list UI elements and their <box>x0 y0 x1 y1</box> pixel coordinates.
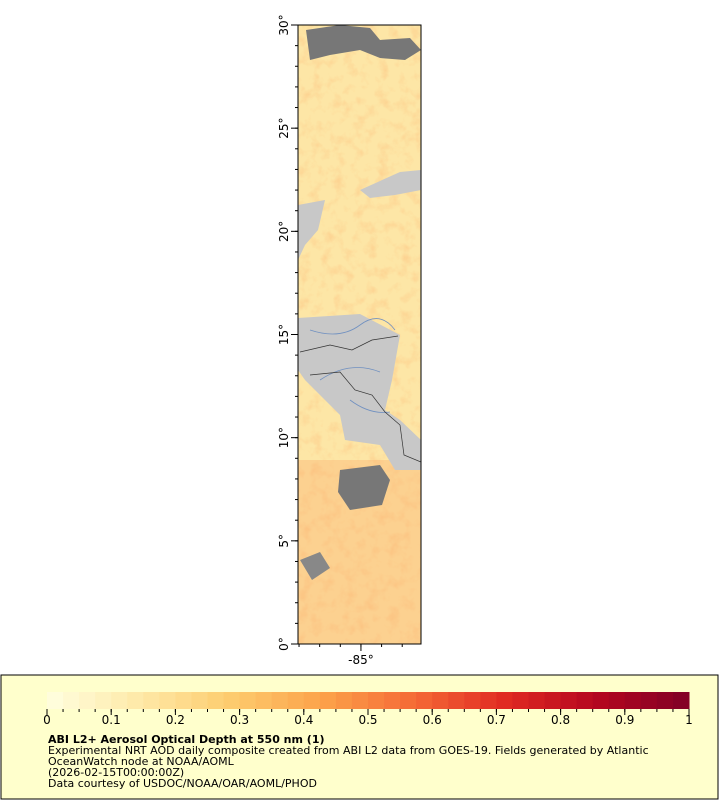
colorbar-cell <box>608 692 626 709</box>
colorbar-cell <box>303 692 321 709</box>
colorbar-cell <box>223 692 241 709</box>
colorbar-tick-label: 0.4 <box>294 713 313 727</box>
colorbar-tick-label: 0.5 <box>358 713 377 727</box>
colorbar-cell <box>351 692 369 709</box>
colorbar-cell <box>159 692 176 709</box>
colorbar-cell <box>432 692 449 709</box>
colorbar-cell <box>127 692 144 709</box>
colorbar-tick-label: 0.3 <box>230 713 249 727</box>
colorbar-cell <box>143 692 160 709</box>
colorbar-cell <box>47 692 64 709</box>
legend-line: OceanWatch node at NOAA/AOML <box>48 755 235 768</box>
colorbar-cell <box>111 692 128 709</box>
legend-line: (2026-02-15T00:00:00Z) <box>48 766 184 779</box>
colorbar-cell <box>480 692 497 709</box>
colorbar-cell <box>448 692 465 709</box>
colorbar-cell <box>496 692 513 709</box>
colorbar-cell <box>544 692 562 709</box>
colorbar-tick-label: 0.1 <box>102 713 121 727</box>
colorbar-cell <box>656 692 674 709</box>
colorbar-cell <box>640 692 658 709</box>
colorbar-cell <box>560 692 578 709</box>
colorbar-cell <box>239 692 257 709</box>
colorbar-cell <box>95 692 112 709</box>
colorbar-tick-label: 0.6 <box>423 713 442 727</box>
colorbar-cell <box>335 692 353 709</box>
y-tick-label: 0° <box>277 637 291 651</box>
legend-line: Experimental NRT AOD daily composite cre… <box>48 744 649 757</box>
colorbar-cell <box>400 692 417 709</box>
colorbar-cell <box>624 692 642 709</box>
colorbar-cell <box>416 692 433 709</box>
colorbar-tick-label: 0.7 <box>487 713 506 727</box>
y-tick-label: 10° <box>277 427 291 448</box>
colorbar-cell <box>384 692 401 709</box>
colorbar-cell <box>592 692 610 709</box>
y-tick-label: 25° <box>277 118 291 139</box>
colorbar-tick-label: 0.9 <box>615 713 634 727</box>
colorbar-cell <box>63 692 80 709</box>
colorbar-cell <box>528 692 546 709</box>
colorbar-cell <box>368 692 385 709</box>
colorbar-cell <box>464 692 481 709</box>
colorbar-cell <box>319 692 337 709</box>
colorbar-cell <box>672 692 690 709</box>
x-tick-label: -85° <box>348 653 374 667</box>
colorbar-cell <box>512 692 529 709</box>
colorbar-cell <box>175 692 192 709</box>
colorbar-cell <box>271 692 289 709</box>
map-raster <box>298 25 421 644</box>
y-tick-label: 5° <box>277 534 291 548</box>
colorbar-cell <box>255 692 273 709</box>
colorbar-cell <box>576 692 594 709</box>
legend-title: ABI L2+ Aerosol Optical Depth at 550 nm … <box>48 733 325 746</box>
y-tick-label: 15° <box>277 324 291 345</box>
colorbar-cell <box>191 692 208 709</box>
colorbar-tick-label: 0.8 <box>551 713 570 727</box>
colorbar-tick-label: 0 <box>43 713 51 727</box>
colorbar-tick-label: 1 <box>685 713 693 727</box>
colorbar-cell <box>79 692 96 709</box>
colorbar-cell <box>287 692 305 709</box>
colorbar-cell <box>207 692 225 709</box>
legend-line: Data courtesy of USDOC/NOAA/OAR/AOML/PHO… <box>48 777 317 790</box>
y-tick-label: 30° <box>277 14 291 35</box>
y-tick-label: 20° <box>277 221 291 242</box>
colorbar-tick-label: 0.2 <box>166 713 185 727</box>
